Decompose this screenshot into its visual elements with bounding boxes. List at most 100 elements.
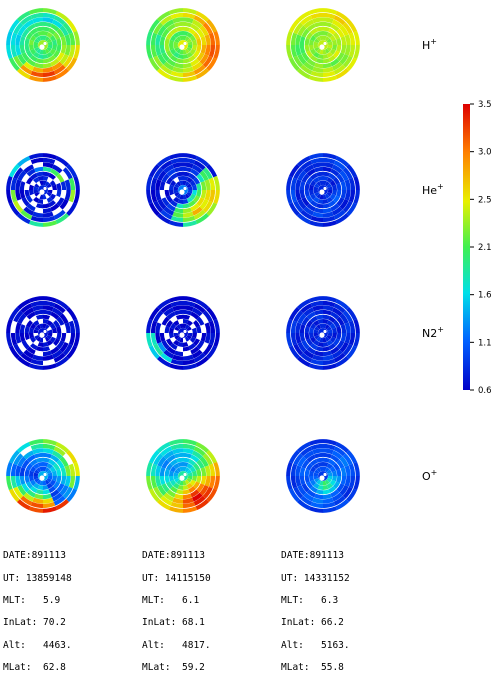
sector-cell (313, 482, 320, 489)
sector-cell (53, 338, 61, 347)
sector-cell (28, 439, 43, 446)
sector-cell (10, 476, 18, 489)
sector-cell (56, 45, 62, 53)
center-marker (43, 186, 47, 191)
sector-cell (183, 363, 198, 370)
info-ut-label: UT: (3, 572, 21, 584)
sector-cell (43, 501, 56, 509)
sector-cell (47, 472, 53, 476)
sector-cell (183, 31, 189, 37)
sector-cell (179, 480, 183, 486)
sector-cell (306, 58, 316, 67)
sector-cell (173, 45, 179, 49)
sector-cell (213, 30, 220, 45)
sector-cell (43, 12, 56, 20)
sector-cell (196, 459, 205, 469)
sector-cell (26, 346, 36, 355)
sector-cell (286, 30, 293, 45)
sector-cell (174, 326, 180, 332)
info-inlat-value: 66.2 (321, 617, 344, 629)
sector-cell (148, 18, 160, 33)
sector-cell (55, 298, 70, 310)
sector-cell (297, 198, 307, 210)
sector-cell (314, 469, 320, 475)
sector-cell (310, 358, 323, 366)
ring-separator (150, 157, 216, 223)
sector-cell (310, 48, 317, 55)
sector-cell (43, 157, 56, 165)
sector-cell (146, 190, 153, 205)
sector-cell (329, 336, 336, 343)
sector-cell (346, 202, 358, 217)
sector-cell (49, 193, 56, 200)
sector-cell (326, 326, 332, 332)
sector-cell (23, 307, 35, 317)
sector-cell (333, 160, 346, 171)
sector-cell (331, 206, 343, 216)
sector-cell (305, 195, 313, 204)
sector-cell (32, 211, 43, 218)
sector-cell (43, 506, 58, 513)
center-marker (39, 475, 45, 481)
sector-cell (295, 476, 302, 487)
sector-cell (301, 173, 310, 183)
sector-cell (189, 180, 196, 187)
sector-cell (317, 176, 323, 182)
sector-cell (184, 181, 190, 187)
sector-cell (53, 15, 66, 26)
sector-cell (28, 8, 43, 15)
sector-cell (202, 22, 213, 35)
sector-cell (175, 26, 183, 32)
sector-cell (43, 341, 49, 347)
sector-cell (153, 167, 164, 180)
sector-cell (156, 10, 171, 22)
sector-cell (26, 23, 36, 32)
center-marker (39, 332, 45, 338)
sector-cell (169, 333, 175, 339)
sector-cell (300, 15, 313, 26)
sector-cell (310, 336, 317, 343)
sector-cell (55, 10, 70, 22)
sector-cell (309, 458, 318, 466)
sector-cell (303, 450, 315, 460)
sector-cell (28, 363, 43, 370)
sector-cell (323, 319, 329, 325)
sector-cell (15, 322, 22, 333)
sector-cell (312, 66, 323, 73)
sector-cell (323, 176, 329, 182)
sector-cell (187, 472, 193, 476)
sector-cell (21, 197, 30, 207)
sector-cell (23, 349, 35, 359)
sector-cell (296, 155, 311, 167)
polar-panel (6, 8, 80, 82)
sector-cell (176, 48, 182, 54)
sector-cell (10, 32, 18, 45)
sector-cell (323, 484, 329, 490)
sector-cell (286, 461, 293, 476)
row-label-species: H (422, 39, 430, 52)
sector-cell (326, 183, 332, 189)
sector-cell (208, 45, 216, 58)
sector-cell (186, 183, 192, 189)
sector-cell (305, 462, 313, 471)
sector-cell (43, 220, 58, 227)
sector-cell (333, 176, 341, 185)
sector-cell (51, 45, 57, 51)
sector-cell (323, 66, 334, 73)
sector-cell (160, 209, 173, 220)
sector-cell (331, 164, 343, 174)
sector-cell (160, 303, 173, 314)
ring-separator (150, 300, 216, 366)
sector-cell (196, 325, 202, 333)
sector-cell (43, 70, 56, 78)
sector-cell (312, 17, 323, 24)
sector-cell (339, 170, 349, 182)
sector-cell (336, 476, 342, 484)
sector-cell (30, 48, 37, 55)
sector-cell (191, 333, 197, 339)
sector-cell (53, 303, 66, 314)
sector-cell (29, 184, 35, 190)
sector-cell (183, 58, 191, 64)
sector-cell (66, 306, 78, 321)
sector-cell (336, 190, 342, 198)
